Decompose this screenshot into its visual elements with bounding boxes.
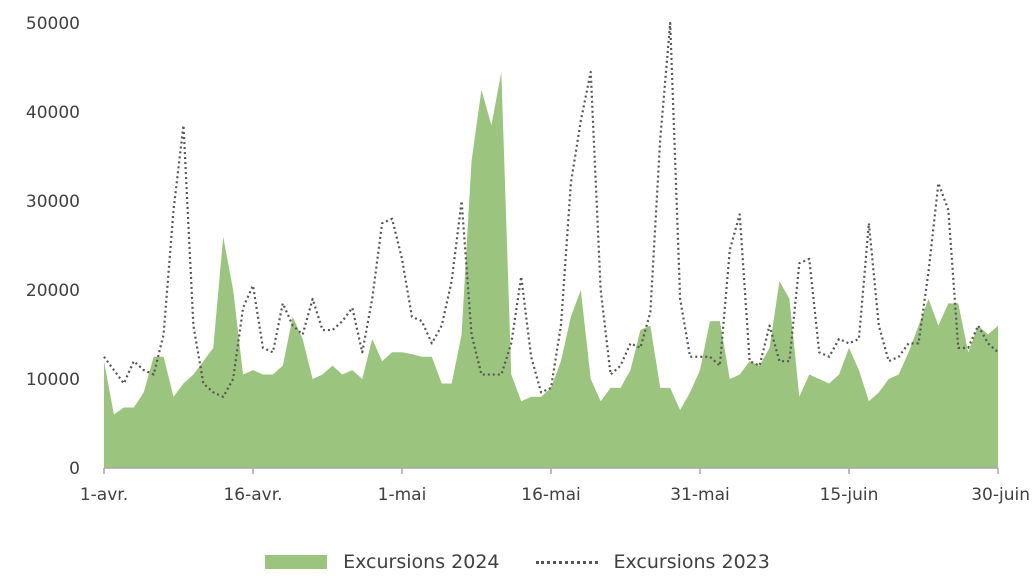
x-tick-label: 16-avr. (223, 485, 282, 505)
series-2023-layer (103, 21, 999, 398)
legend-label-2023: Excursions 2023 (613, 551, 770, 573)
x-axis-labels: 1-avr. 16-avr. 1-mai 16-mai 31-mai 15-juin 30-… (80, 485, 1030, 505)
x-tick-label: 15-juin (820, 485, 879, 505)
y-tick-label: 0 (69, 459, 80, 479)
legend-label-2024: Excursions 2024 (343, 551, 500, 573)
legend-swatch-dotted-line (535, 560, 598, 564)
y-axis-labels: 0 10000 20000 30000 40000 50000 (26, 14, 80, 479)
line-excursions-2023 (103, 21, 999, 398)
series-2024-layer (104, 71, 998, 468)
area-excursions-2024 (104, 71, 998, 468)
y-tick-label: 10000 (26, 370, 80, 390)
y-tick-label: 40000 (26, 103, 80, 123)
legend-item-2023: Excursions 2023 (535, 551, 770, 573)
y-tick-label: 50000 (26, 14, 80, 34)
x-tick-label: 31-mai (670, 485, 729, 505)
x-axis (103, 467, 999, 474)
x-tick-label: 1-avr. (80, 485, 128, 505)
x-tick-label: 30-juin (971, 485, 1030, 505)
y-tick-label: 30000 (26, 192, 80, 212)
legend: Excursions 2024 Excursions 2023 (0, 548, 1035, 576)
legend-item-2024: Excursions 2024 (265, 551, 500, 573)
legend-swatch-area (265, 555, 328, 569)
x-tick-label: 16-mai (521, 485, 580, 505)
x-tick-label: 1-mai (378, 485, 427, 505)
y-tick-label: 20000 (26, 281, 80, 301)
